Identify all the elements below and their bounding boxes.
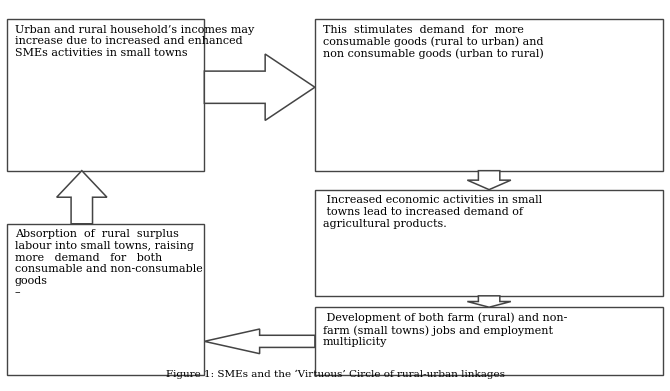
- Polygon shape: [204, 329, 315, 354]
- Polygon shape: [468, 170, 511, 190]
- Polygon shape: [57, 170, 107, 224]
- Text: Increased economic activities in small
 towns lead to increased demand of
agricu: Increased economic activities in small t…: [323, 196, 542, 228]
- Text: Development of both farm (rural) and non-
farm (small towns) jobs and employment: Development of both farm (rural) and non…: [323, 313, 567, 347]
- Polygon shape: [468, 296, 511, 307]
- FancyBboxPatch shape: [315, 307, 663, 375]
- FancyBboxPatch shape: [315, 190, 663, 296]
- Text: Urban and rural household’s incomes may
increase due to increased and enhanced
S: Urban and rural household’s incomes may …: [15, 25, 254, 58]
- Text: Figure 1: SMEs and the ‘Virtuous’ Circle of rural-urban linkages: Figure 1: SMEs and the ‘Virtuous’ Circle…: [165, 370, 505, 379]
- Text: This  stimulates  demand  for  more
consumable goods (rural to urban) and
non co: This stimulates demand for more consumab…: [323, 25, 543, 59]
- FancyBboxPatch shape: [7, 19, 204, 170]
- FancyBboxPatch shape: [7, 224, 204, 375]
- Polygon shape: [204, 54, 315, 120]
- FancyBboxPatch shape: [315, 19, 663, 170]
- Text: Absorption  of  rural  surplus
labour into small towns, raising
more   demand   : Absorption of rural surplus labour into …: [15, 230, 202, 298]
